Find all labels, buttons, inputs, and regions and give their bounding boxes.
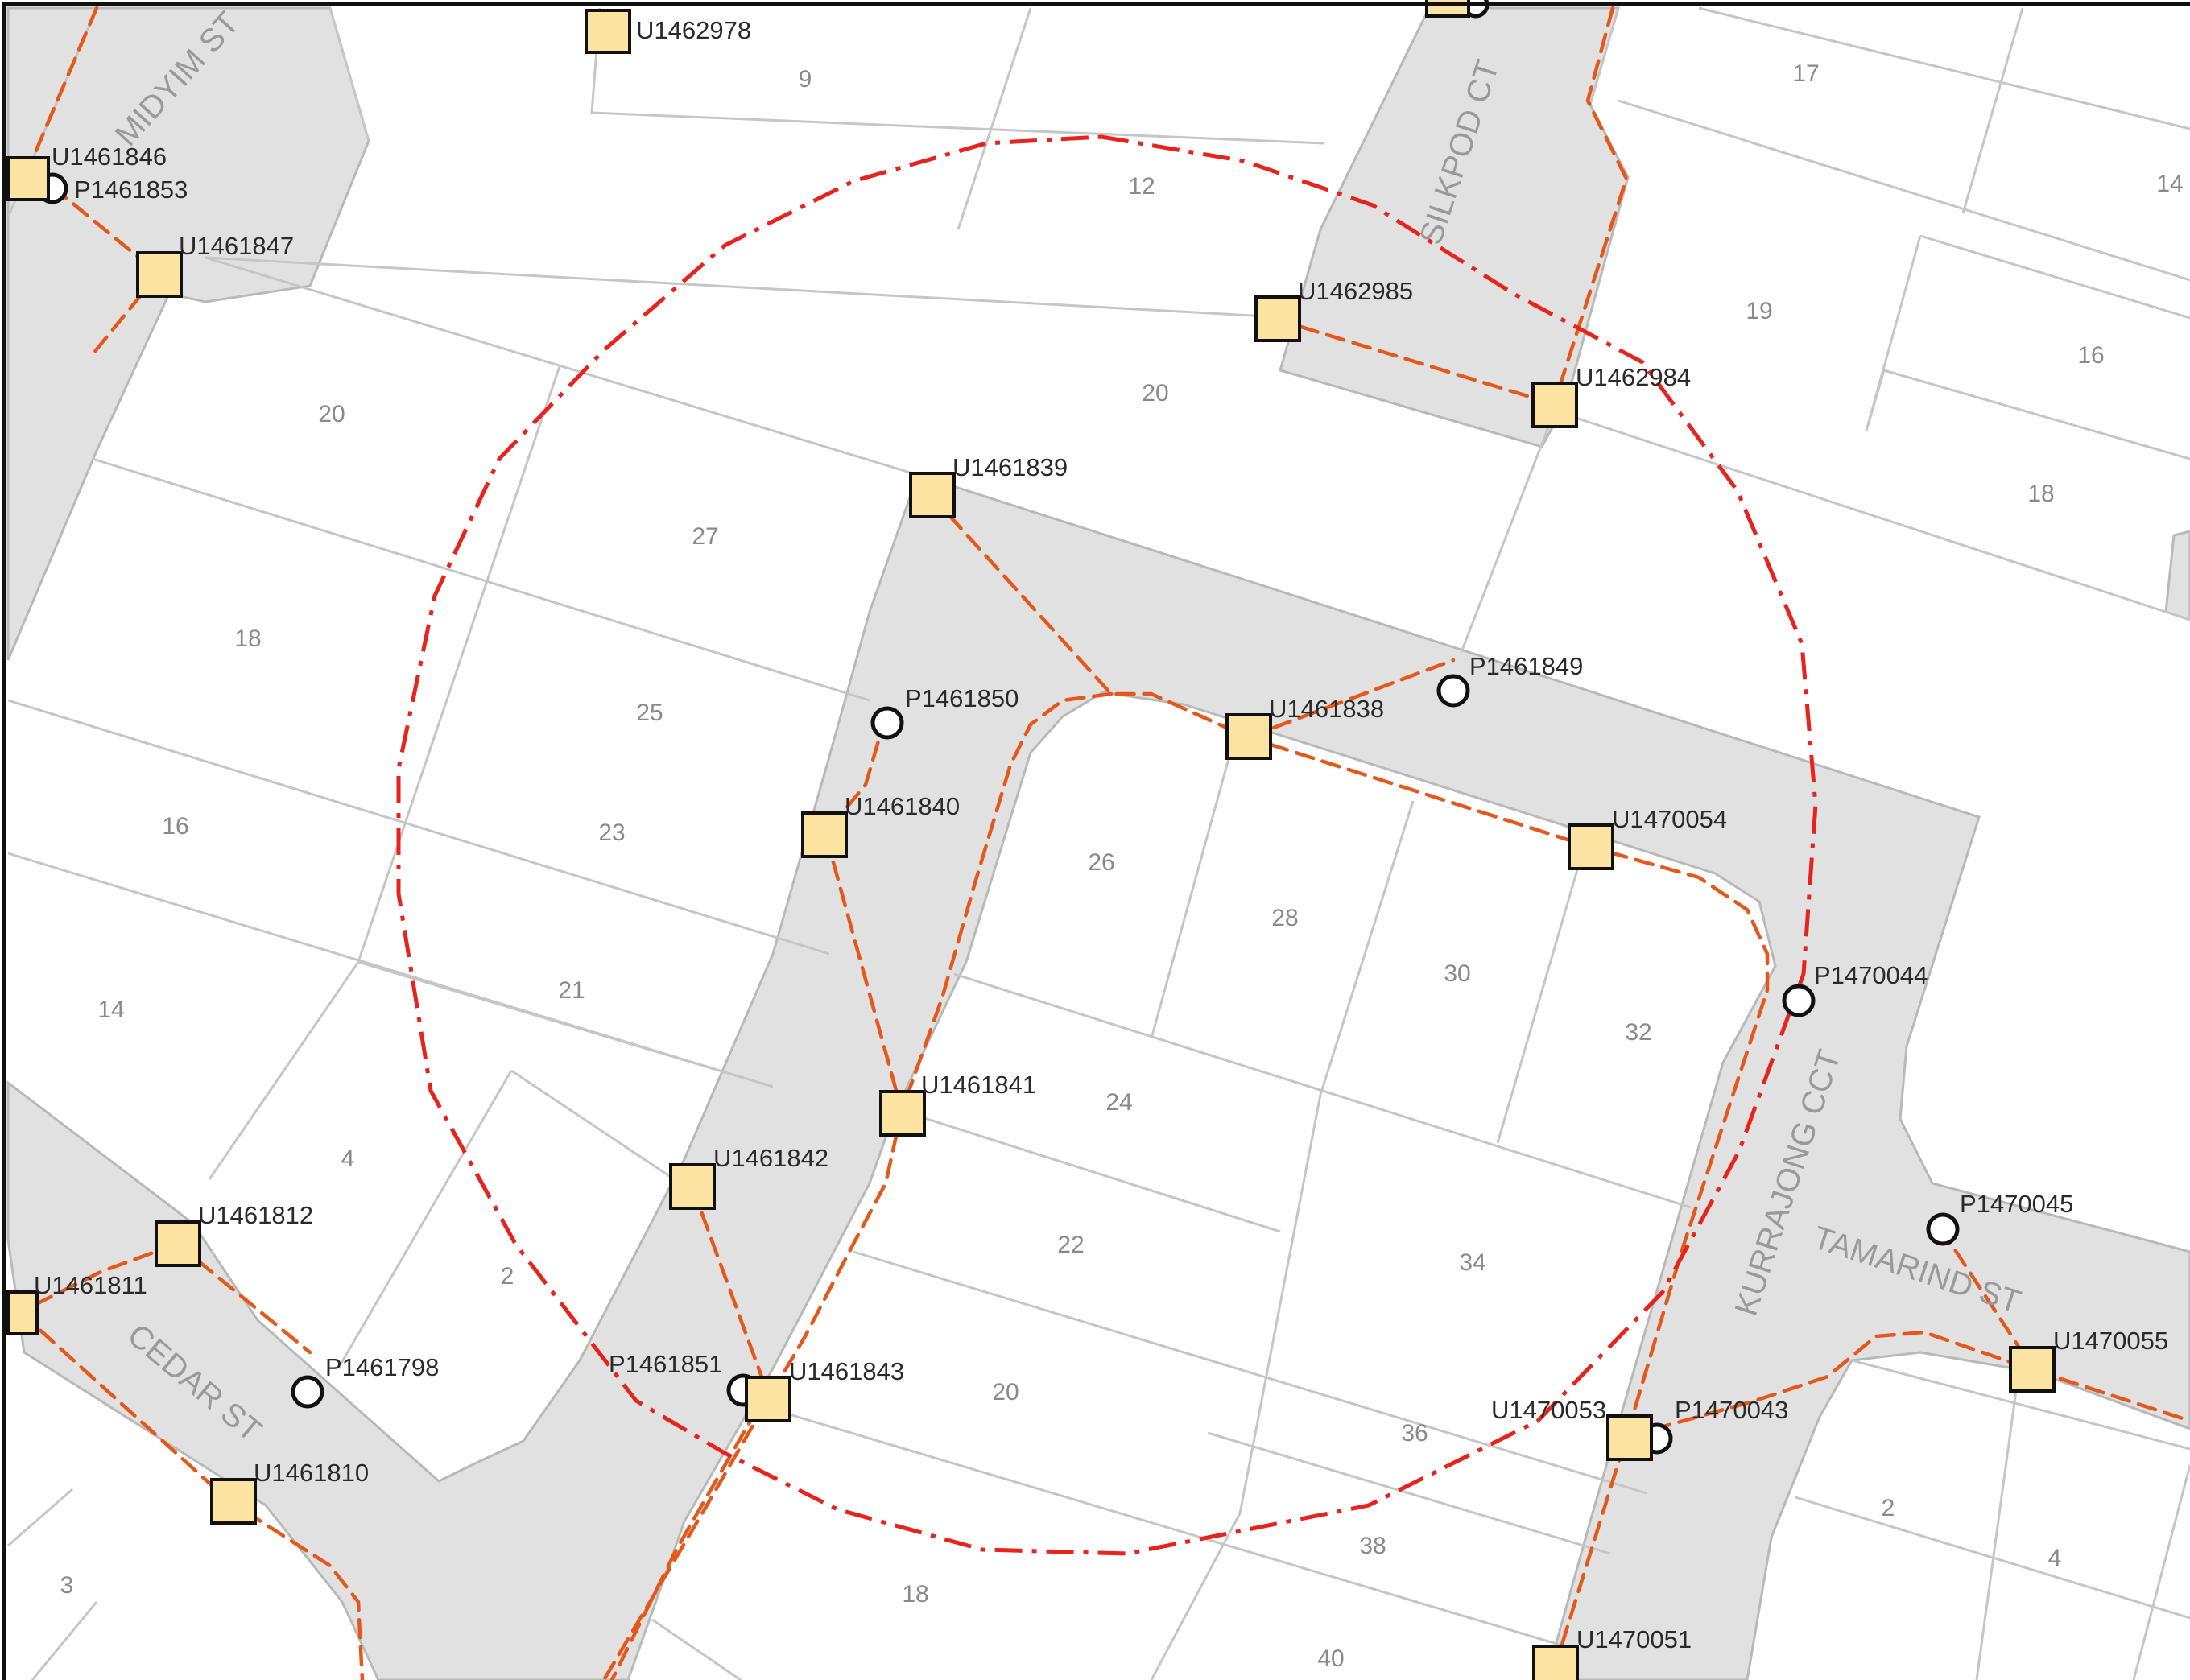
lot-number: 4 [341, 1145, 355, 1172]
lot-number: 30 [1444, 960, 1470, 987]
unit-marker[interactable] [1531, 382, 1578, 428]
lot-number: 9 [799, 66, 812, 93]
unit-label: U1470054 [1612, 805, 1727, 833]
unit-marker[interactable] [136, 251, 183, 298]
unit-marker[interactable] [2009, 1346, 2056, 1393]
unit-label: U1462984 [1576, 363, 1691, 391]
unit-label: U1461842 [713, 1144, 828, 1172]
point-features[interactable] [36, 0, 1960, 1455]
lot-number: 38 [1359, 1533, 1386, 1559]
lot-number: 16 [2077, 342, 2104, 369]
lot-number: 22 [1057, 1232, 1084, 1258]
search-radius-buffer [396, 134, 1818, 1556]
lot-number: 12 [1128, 173, 1155, 200]
unit-marker[interactable] [801, 811, 848, 858]
point-label: P1461849 [1469, 652, 1583, 680]
lot-number: 4 [2048, 1545, 2062, 1571]
lot-number: 18 [902, 1581, 928, 1608]
lot-number: 40 [1317, 1645, 1344, 1672]
unit-label: U1461810 [254, 1459, 369, 1487]
point-marker[interactable] [870, 706, 904, 740]
unit-marker[interactable] [155, 1220, 201, 1267]
lot-number: 19 [1746, 298, 1772, 324]
lot-number: 34 [1459, 1249, 1485, 1276]
unit-label: U1461811 [34, 1271, 147, 1299]
unit-marker[interactable] [879, 1090, 926, 1137]
unit-label: U1461812 [198, 1201, 313, 1229]
point-marker[interactable] [1436, 674, 1470, 708]
lot-number: 25 [636, 700, 663, 726]
unit-label: U1462978 [636, 16, 751, 44]
lot-number: 20 [1142, 380, 1168, 407]
unit-marker[interactable] [210, 1478, 257, 1525]
unit-label: U1461847 [179, 232, 294, 260]
lot-number: 23 [598, 819, 625, 846]
lot-number: 3 [60, 1572, 74, 1599]
lot-number: 28 [1271, 905, 1298, 931]
lot-number: 27 [692, 523, 718, 550]
unit-features[interactable] [6, 0, 2056, 1680]
unit-label: U1461839 [952, 453, 1068, 481]
lot-number: 14 [2156, 171, 2183, 197]
point-marker[interactable] [291, 1375, 324, 1409]
lot-number: 20 [992, 1379, 1019, 1406]
unit-label: U1461838 [1269, 695, 1384, 723]
lot-number: 2 [1882, 1495, 1895, 1521]
unit-label: U1461841 [921, 1071, 1036, 1099]
point-label: P1470045 [1960, 1190, 2073, 1218]
unit-label: U1462985 [1298, 277, 1413, 305]
unit-marker[interactable] [1254, 295, 1301, 342]
lot-number: 18 [234, 625, 261, 652]
unit-marker[interactable] [909, 472, 956, 518]
unit-marker[interactable] [1532, 1645, 1579, 1680]
unit-marker[interactable] [6, 1290, 39, 1335]
lot-number: 14 [97, 997, 124, 1023]
unit-label: U1461840 [845, 792, 960, 820]
lot-number: 17 [1792, 60, 1819, 87]
unit-marker[interactable] [1606, 1414, 1653, 1461]
point-marker[interactable] [1782, 984, 1816, 1017]
lot-number: 36 [1401, 1420, 1428, 1447]
lot-number: 20 [318, 401, 345, 427]
feature-labels: U1462978 U1461846 P1461853 U1461847 U146… [34, 16, 2168, 1653]
lot-numbers: 9 17 12 14 19 16 20 20 18 27 18 25 16 23… [60, 60, 2184, 1672]
unit-label: U1470055 [2053, 1327, 2168, 1355]
unit-label: U1461846 [52, 142, 167, 171]
lot-number: 26 [1088, 849, 1114, 876]
point-label: P1470043 [1675, 1396, 1788, 1424]
point-marker[interactable] [1926, 1212, 1960, 1246]
unit-label: U1470053 [1491, 1396, 1606, 1424]
unit-label: U1470051 [1576, 1625, 1692, 1653]
point-label: P1461851 [609, 1350, 722, 1378]
lot-number: 21 [558, 977, 585, 1004]
unit-marker[interactable] [1568, 823, 1614, 870]
point-label: P1461850 [905, 684, 1019, 712]
unit-marker[interactable] [669, 1163, 716, 1210]
point-label: P1461798 [325, 1353, 439, 1381]
lot-number: 2 [501, 1263, 514, 1290]
unit-marker[interactable] [585, 9, 631, 54]
unit-marker[interactable] [745, 1376, 791, 1422]
unit-marker[interactable] [6, 156, 50, 201]
lot-number: 24 [1105, 1089, 1132, 1116]
point-label: P1461853 [74, 175, 188, 204]
unit-marker[interactable] [1225, 713, 1272, 760]
lot-number: 32 [1625, 1019, 1651, 1046]
lot-number: 16 [162, 813, 188, 840]
lot-number: 18 [2027, 481, 2054, 507]
unit-label: U1461843 [789, 1357, 904, 1385]
point-label: P1470044 [1814, 961, 1928, 989]
